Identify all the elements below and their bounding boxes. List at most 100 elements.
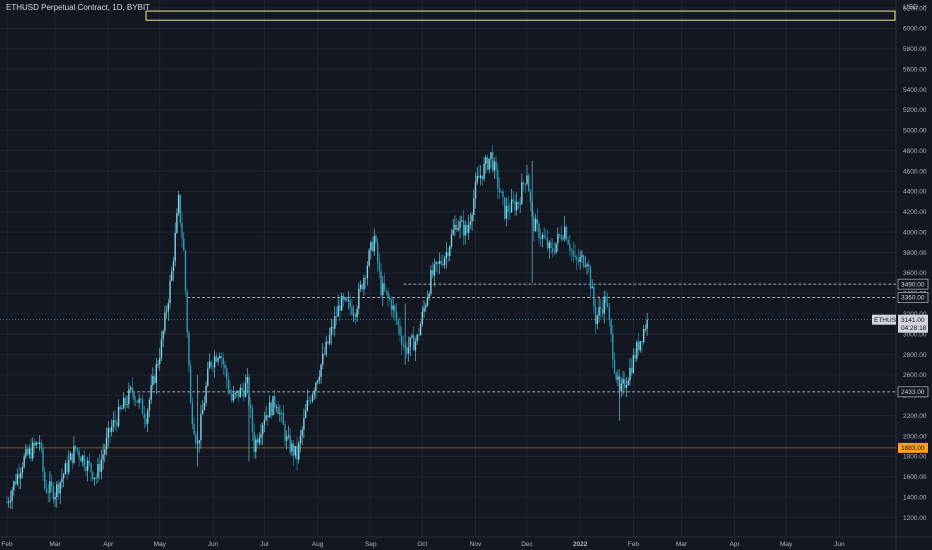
- candle-body: [467, 224, 470, 233]
- candle: [452, 219, 454, 236]
- candle-body: [637, 342, 640, 351]
- price-tick-label: 6200.00: [903, 5, 927, 12]
- candle: [184, 248, 187, 297]
- candle-body: [104, 449, 106, 455]
- candle: [423, 300, 425, 318]
- candle: [541, 232, 544, 248]
- candle-body: [428, 293, 430, 298]
- candle-body: [471, 215, 473, 222]
- candle-body: [565, 226, 568, 240]
- candle: [157, 360, 159, 368]
- candle-body: [392, 305, 394, 310]
- candle: [466, 222, 468, 236]
- candle: [86, 456, 89, 482]
- candle-body: [172, 261, 175, 272]
- candle: [294, 445, 297, 460]
- candle-body: [57, 484, 60, 494]
- time-tick-label: Nov: [470, 541, 482, 548]
- candle: [303, 408, 305, 439]
- candle-body: [85, 466, 87, 471]
- candle-body: [13, 481, 15, 491]
- candle-body: [81, 455, 84, 462]
- candle: [255, 435, 257, 459]
- chevron-down-icon[interactable]: ⌄: [922, 2, 928, 9]
- candle: [387, 287, 389, 307]
- candle: [25, 443, 27, 460]
- candle-body: [224, 364, 226, 369]
- candle: [14, 473, 17, 486]
- candle-body: [620, 383, 623, 391]
- candle: [310, 396, 312, 405]
- candle: [335, 306, 338, 325]
- candle-body: [86, 460, 89, 471]
- candle-body: [40, 442, 43, 449]
- candle-body: [569, 244, 571, 251]
- candle: [467, 215, 470, 240]
- candle-body: [117, 406, 120, 427]
- candle: [514, 194, 516, 217]
- candle-body: [95, 477, 97, 479]
- candle: [272, 395, 274, 416]
- candle-body: [177, 194, 180, 214]
- price-tick-label: 3200.00: [903, 311, 927, 318]
- candle-body: [174, 232, 176, 262]
- candle: [344, 296, 346, 303]
- price-tick-label: 4200.00: [903, 209, 927, 216]
- candle: [352, 305, 355, 322]
- candle: [440, 254, 442, 267]
- candle-body: [217, 358, 219, 362]
- candle-body: [229, 389, 231, 394]
- candle-body: [613, 359, 616, 373]
- price-tick-label: 1400.00: [903, 494, 927, 501]
- candle-body: [308, 400, 310, 402]
- candle: [330, 318, 333, 345]
- candle: [147, 407, 149, 432]
- candle-body: [47, 492, 49, 494]
- candle: [493, 157, 496, 179]
- candle: [620, 377, 623, 398]
- candle-body: [528, 175, 530, 192]
- candle: [40, 438, 43, 454]
- candle-body: [443, 257, 446, 266]
- candle: [193, 417, 195, 436]
- candle: [636, 339, 638, 362]
- candle: [500, 191, 502, 193]
- candle: [205, 381, 207, 407]
- candle-body: [80, 457, 82, 462]
- candle-body: [49, 481, 51, 493]
- candle-body: [579, 257, 581, 262]
- price-tick-label: 5600.00: [903, 66, 927, 73]
- candle-body: [594, 306, 597, 325]
- candle-body: [642, 328, 645, 343]
- candle-body: [498, 188, 501, 193]
- candle: [526, 164, 528, 186]
- candle: [459, 215, 461, 239]
- candle: [574, 244, 576, 260]
- candle: [502, 188, 504, 206]
- candle-body: [431, 270, 434, 276]
- candle-body: [92, 472, 94, 480]
- candle-body: [445, 252, 448, 258]
- candle-body: [550, 242, 552, 249]
- candle: [334, 305, 336, 337]
- candle: [33, 438, 36, 454]
- candle-body: [507, 205, 509, 212]
- candle-body: [277, 406, 279, 415]
- candle-body: [356, 308, 358, 318]
- candle-body: [536, 218, 538, 224]
- candle: [26, 445, 29, 457]
- candle-body: [529, 191, 532, 202]
- candle: [62, 472, 65, 488]
- candle: [464, 220, 466, 245]
- candle: [600, 299, 602, 318]
- candle-body: [37, 442, 39, 444]
- candle-body: [184, 250, 187, 292]
- candle-body: [612, 333, 614, 360]
- candle-body: [203, 402, 206, 411]
- candle-body: [126, 404, 128, 405]
- candle: [610, 317, 612, 342]
- candle: [217, 356, 219, 366]
- candle: [292, 440, 295, 466]
- candle-body: [610, 319, 612, 334]
